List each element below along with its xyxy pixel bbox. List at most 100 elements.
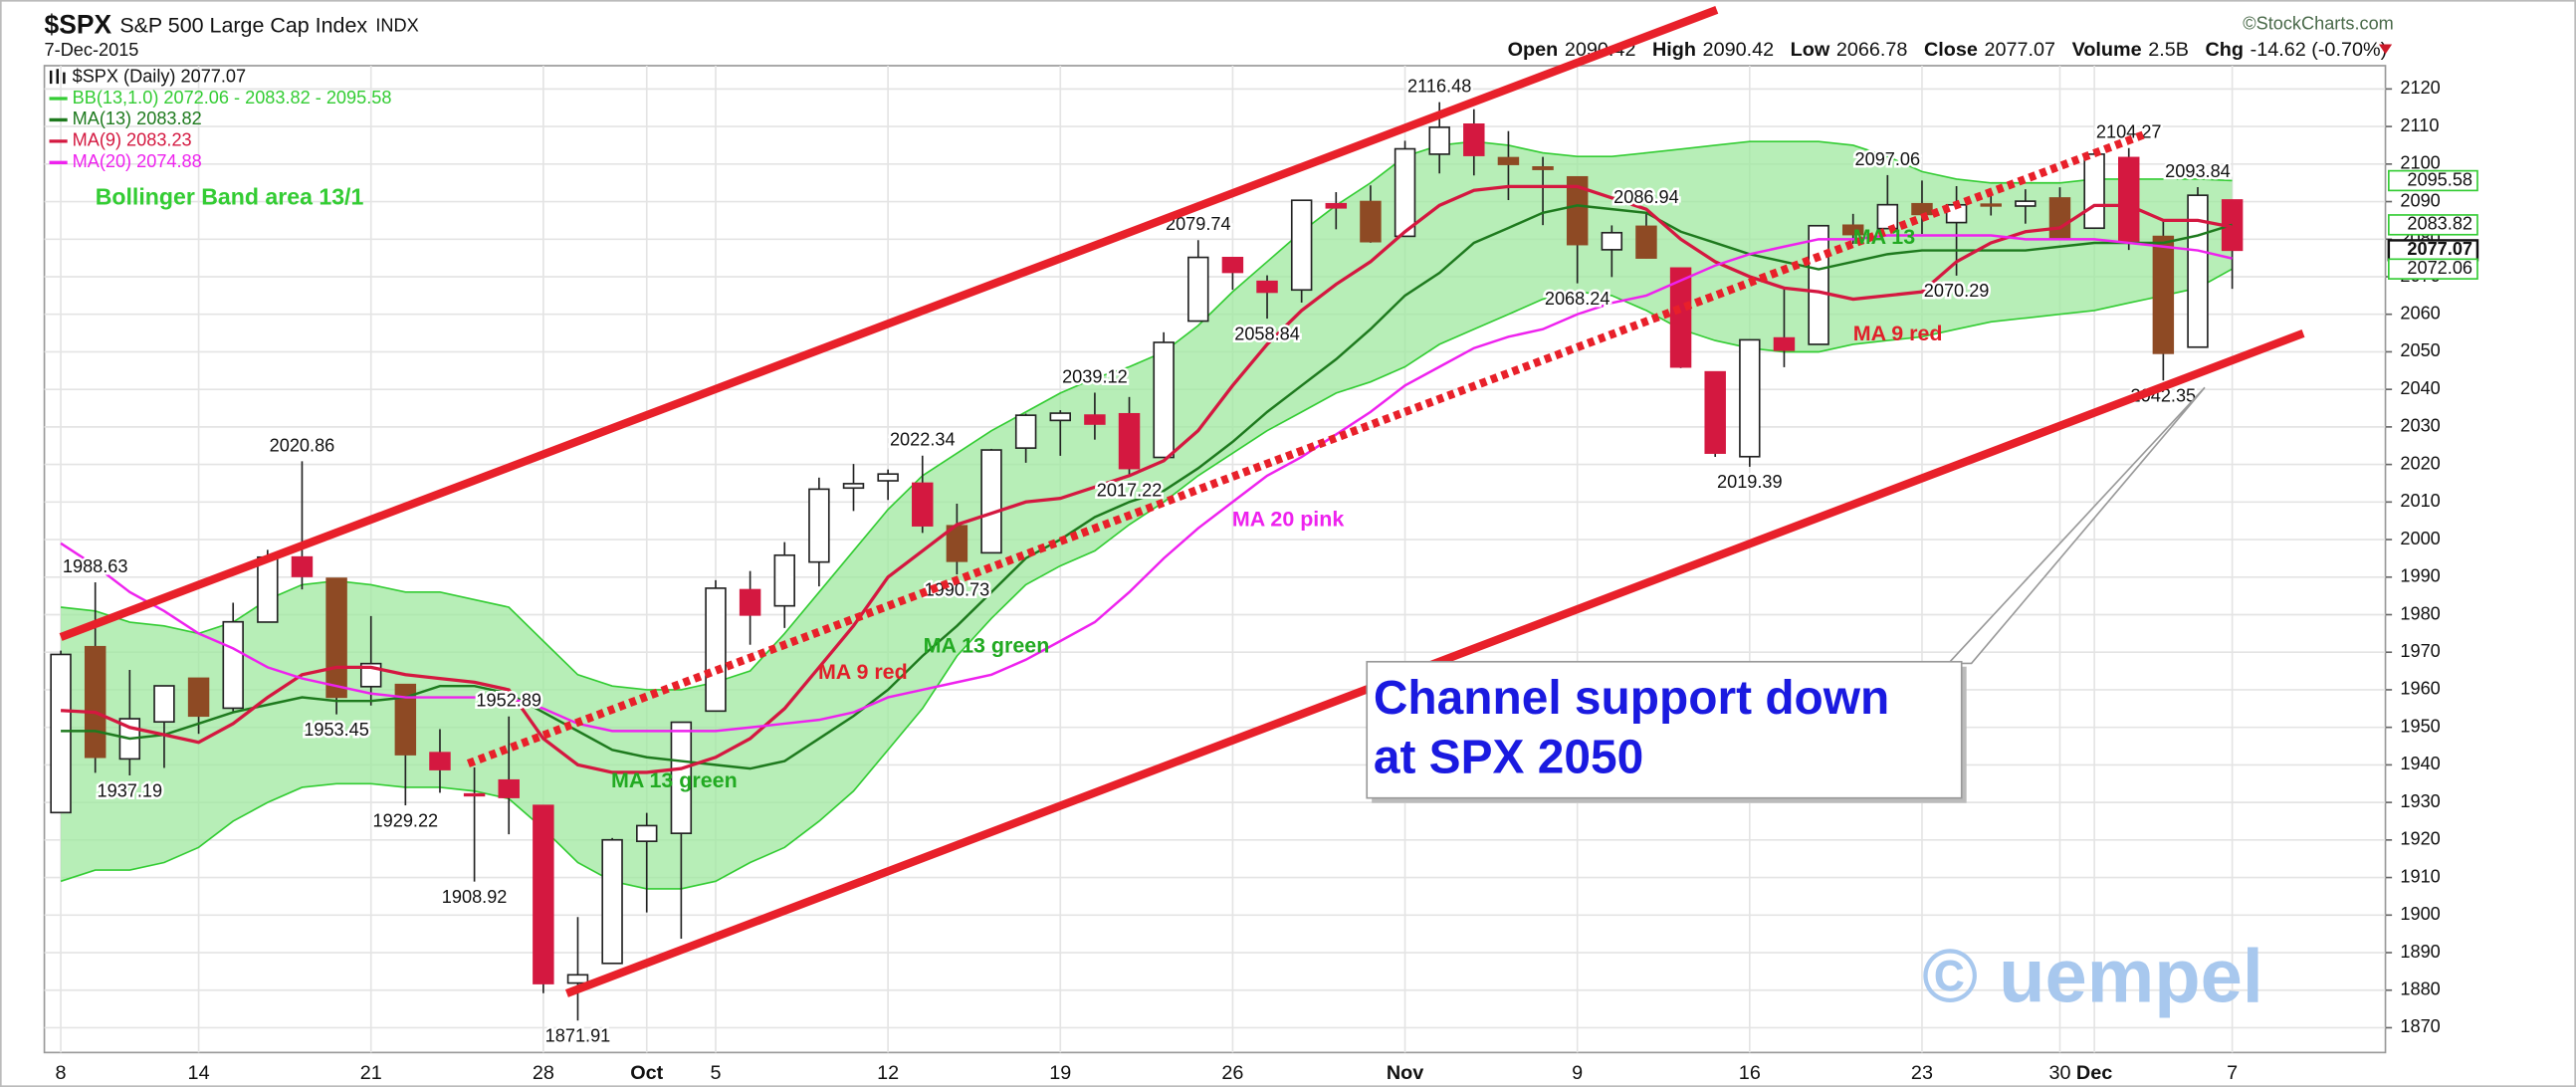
candle-body [1118, 412, 1141, 470]
x-tick-label: Oct [630, 1062, 663, 1084]
candle-body [1808, 224, 1829, 345]
candle-body [1876, 203, 1899, 230]
price-box [2388, 258, 2478, 280]
callout-text: at SPX 2050 [1374, 731, 1643, 783]
callout-text: Channel support down [1374, 672, 1889, 725]
callout: Channel support down at SPX 2050 [1366, 386, 2206, 803]
value-label: 2086.94 [1613, 187, 1679, 207]
candle-body [1532, 166, 1554, 170]
y-tick-label: 1940 [2400, 754, 2440, 773]
value-label: 1953.45 [304, 720, 369, 740]
quote-value: 2090.42 [1703, 39, 1775, 61]
ma-line [60, 184, 2233, 774]
y-tick-label: 1990 [2400, 566, 2440, 586]
quote-label: High [1652, 39, 1696, 61]
x-tick-label: 7 [2227, 1062, 2238, 1084]
quote-value: -14.62 (-0.70%) [2251, 39, 2388, 61]
legend-icon [49, 69, 66, 85]
quote-label: Close [1924, 39, 1978, 61]
quote-label: Open [1508, 39, 1559, 61]
x-tick-label: Dec [2076, 1062, 2112, 1084]
candle-body [498, 778, 520, 798]
annotation: MA 13 green [611, 768, 738, 792]
band-lower [60, 268, 2233, 890]
source: ©StockCharts.com [2243, 14, 2394, 34]
candle-body [739, 588, 761, 616]
candle-body [842, 483, 865, 490]
value-label: 2058.84 [1234, 324, 1300, 343]
candle-body [50, 653, 72, 814]
candle-body [1497, 156, 1520, 165]
y-tick-label: 2120 [2400, 78, 2440, 98]
candle-body [429, 752, 451, 770]
chart-title: $SPX [45, 9, 112, 39]
candle-body [705, 587, 727, 713]
y-tick-label: 2010 [2400, 491, 2440, 511]
x-tick-label: 23 [1911, 1062, 1933, 1084]
y-tick-label: 1970 [2400, 641, 2440, 661]
candle-body [1221, 257, 1244, 274]
candle-body [84, 645, 107, 759]
exchange: INDX [375, 15, 418, 35]
x-tick-label: 21 [360, 1062, 382, 1084]
quote-label: Chg [2206, 39, 2244, 61]
x-tick-label: Nov [1387, 1062, 1423, 1084]
x-tick-label: 12 [877, 1062, 899, 1084]
x-tick-label: 8 [56, 1062, 67, 1084]
x-tick-label: 5 [710, 1062, 721, 1084]
value-label: 2093.84 [2165, 161, 2231, 181]
plot: 1870188018901900191019201930194019501960… [44, 65, 2441, 1084]
candle-body [1428, 126, 1450, 155]
quote-value: 2077.07 [1984, 39, 2055, 61]
candle-body [1463, 123, 1485, 156]
quote-value: 2.5B [2148, 39, 2189, 61]
quote-label: Volume [2072, 39, 2142, 61]
x-tick-label: 19 [1049, 1062, 1071, 1084]
candle-body [2083, 153, 2105, 230]
candle-body [808, 488, 830, 563]
candle-body [1084, 414, 1106, 425]
watermark: © uempel [1922, 934, 2263, 1018]
x-tick-label: 14 [188, 1062, 210, 1084]
value-label: 2116.48 [1407, 77, 1471, 97]
candle-body [1773, 336, 1796, 351]
annotation: Bollinger Band area 13/1 [96, 184, 364, 210]
candle-body [1739, 338, 1761, 458]
legend-label: MA(20) 2074.88 [73, 151, 202, 171]
candle-body [1153, 341, 1175, 459]
y-tick-label: 1880 [2400, 979, 2440, 999]
candle-body [325, 577, 347, 699]
value-label: 2017.22 [1097, 480, 1163, 500]
annotation: MA 9 red [1853, 322, 1943, 345]
value-label: 2022.34 [890, 430, 956, 450]
value-label: 1988.63 [63, 556, 128, 576]
price-box-label: 2083.82 [2407, 214, 2472, 234]
value-label: 2070.29 [1924, 281, 1990, 301]
y-tick-label: 2110 [2400, 115, 2439, 135]
candle-body [1394, 147, 1416, 238]
candle-body [2118, 156, 2140, 242]
value-label: 2039.12 [1062, 366, 1128, 386]
candle-body [601, 838, 623, 965]
candle-body [877, 473, 899, 482]
legend-label: BB(13,1.0) 2072.06 - 2083.82 - 2095.58 [73, 88, 392, 108]
candle-body [1290, 199, 1313, 292]
candle-body [187, 677, 210, 718]
candle-body [566, 974, 589, 984]
candle-body [1911, 202, 1933, 216]
price-box-label: 2095.58 [2407, 169, 2472, 189]
candle-body [2048, 197, 2071, 239]
price-box [2388, 169, 2478, 192]
candle-body [636, 824, 658, 842]
band-upper [60, 140, 2233, 691]
value-label: 2019.39 [1717, 472, 1783, 492]
y-tick-label: 2100 [2400, 153, 2440, 173]
quote-line: Open2090.42High2090.42Low2066.78Close207… [1508, 39, 2388, 61]
candle-body [257, 555, 279, 623]
y-tick-label: 2030 [2400, 416, 2440, 436]
y-tick-label: 2050 [2400, 340, 2440, 360]
candle-body [463, 792, 486, 797]
y-tick-label: 1950 [2400, 716, 2440, 736]
y-tick-label: 1930 [2400, 791, 2440, 811]
